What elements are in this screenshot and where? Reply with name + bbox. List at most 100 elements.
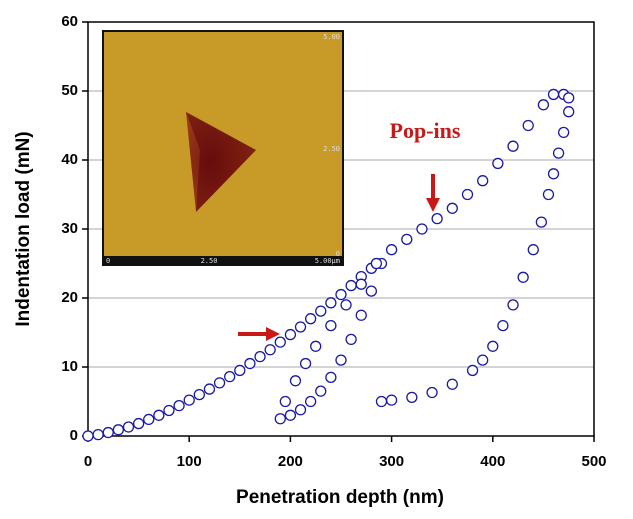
point [274,413,286,425]
point [552,147,565,159]
point [294,404,307,416]
plot-frame [87,21,595,437]
point [535,216,548,228]
point [507,140,519,152]
point [487,340,499,352]
point [132,417,145,430]
x-tick-label: 500 [581,453,606,470]
point [224,371,236,383]
y-tick-label: 50 [61,82,78,99]
point [310,340,322,352]
point [315,305,327,317]
y-tick-label: 30 [61,220,78,237]
point [416,223,428,235]
point [335,288,347,301]
point [304,395,317,408]
point [122,421,135,433]
x-axis-label: Penetration depth (nm) [236,487,444,508]
point [355,278,367,290]
point [557,126,570,139]
point [315,385,327,397]
point [563,92,575,104]
point [264,344,276,356]
point [325,371,337,384]
point [82,430,94,442]
x-tick-label: 100 [177,453,202,470]
point [492,157,504,170]
point [385,244,398,256]
point [542,188,555,201]
inset-label: 2.50 [201,257,218,265]
point [527,244,539,256]
x-tick-label: 300 [379,453,404,470]
point [547,88,560,101]
point [563,106,575,118]
point [466,364,479,377]
point [507,299,519,311]
point [299,357,312,370]
point [183,394,195,406]
point [92,428,104,441]
y-tick-label: 60 [61,13,78,30]
point [401,233,413,246]
point [375,395,388,408]
point [254,350,266,363]
point [426,386,438,399]
point [325,297,337,309]
point [385,394,398,406]
arrow-head [426,198,440,212]
inset-label: 0 [106,257,110,265]
point [284,409,297,421]
point [345,279,357,292]
point [345,333,357,346]
x-tick-label: 0 [84,453,92,470]
indent-core [186,112,256,212]
point [294,321,307,333]
point [213,377,226,389]
point [431,212,443,225]
point [274,336,286,348]
point [477,175,489,187]
point [244,357,256,370]
inset-label: 0 [336,250,340,258]
point [461,188,474,201]
point [234,364,246,377]
point [517,271,529,283]
point [340,299,352,311]
point [325,319,337,332]
inset-label: 2.50 [323,145,340,153]
annotation: Pop-ins [390,118,461,143]
point [173,399,185,412]
y-axis-label: Indentation load (mN) [13,131,34,326]
point [143,413,155,426]
point [193,388,205,401]
point [335,354,347,366]
inset-label: 5.00µm [315,257,340,265]
x-tick-label: 400 [480,453,505,470]
point [203,383,216,395]
y-tick-label: 0 [70,427,78,444]
point [112,424,125,436]
arrows [238,174,440,341]
point [446,202,458,214]
point [522,119,534,132]
point [446,378,458,390]
point [537,99,550,111]
point [406,391,418,404]
arrow-head [266,327,280,341]
x-tick-label: 200 [278,453,303,470]
point [153,409,165,421]
point [289,375,302,387]
point [102,426,114,439]
inset-label: 5.00 [323,33,340,41]
point [547,168,560,180]
y-tick-label: 10 [61,358,78,375]
point [279,395,291,408]
point [355,309,367,321]
point [370,257,383,270]
y-tick-label: 40 [61,151,78,168]
y-tick-label: 20 [61,289,78,306]
point [497,319,509,332]
point [163,404,175,417]
